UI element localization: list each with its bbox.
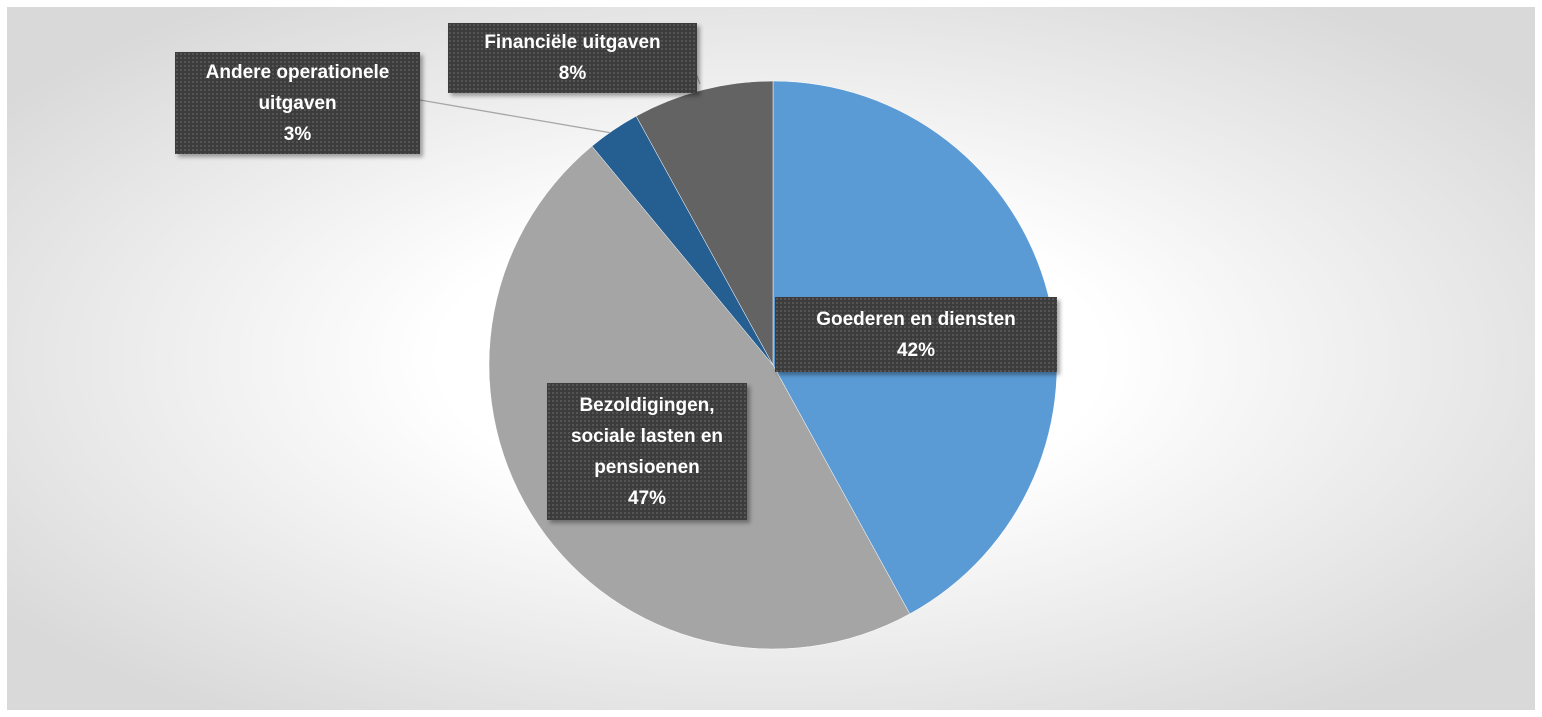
leader-line xyxy=(419,99,613,134)
label-category: Goederen en diensten xyxy=(816,308,1016,330)
label-category: Financiële uitgaven xyxy=(484,32,661,53)
data-label: Goederen en diensten 42% xyxy=(775,297,1057,372)
label-value: 47% xyxy=(627,487,667,509)
label-value: 3% xyxy=(283,123,312,145)
label-category: Bezoldigingen, sociale lasten en pensioe… xyxy=(570,394,724,478)
label-category: Andere operationele uitgaven xyxy=(205,61,390,114)
label-value: 8% xyxy=(558,63,587,84)
data-label: Andere operationele uitgaven 3% xyxy=(175,52,420,154)
data-label: Bezoldigingen, sociale lasten en pensioe… xyxy=(547,383,747,520)
data-label: Financiële uitgaven 8% xyxy=(448,23,697,93)
pie-slice xyxy=(635,80,774,366)
label-value: 42% xyxy=(896,339,936,361)
